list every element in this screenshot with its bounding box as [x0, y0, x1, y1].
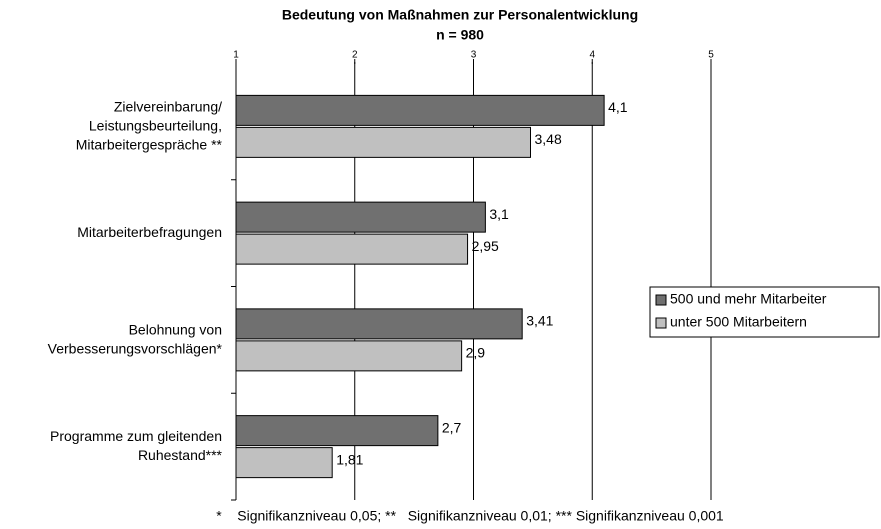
data-label: 3,1 [489, 206, 509, 222]
legend-swatch [655, 294, 667, 306]
chart-subtitle: n = 980 [436, 27, 484, 43]
legend-box [649, 286, 880, 338]
data-label: 3,41 [526, 313, 553, 329]
y-tick-label: Zielvereinbarung/Leistungsbeurteilung, Mi… [76, 98, 223, 152]
x-tick-label: 2 [352, 50, 358, 61]
x-tick-label: 5 [708, 50, 714, 61]
bar [235, 308, 523, 340]
legend-label: unter 500 Mitarbeitern [670, 314, 807, 330]
data-label: 3,48 [535, 131, 562, 147]
bar [235, 233, 469, 265]
bar [235, 201, 486, 233]
data-label: 2,9 [466, 345, 486, 361]
y-tick-label: Belohnung von Verbesserungsvorschlägen* [48, 321, 223, 356]
bar [235, 94, 605, 126]
x-tick-label: 1 [233, 50, 239, 61]
y-tick-label: Mitarbeiterbefragungen [77, 224, 222, 240]
bar [235, 126, 531, 158]
y-tick-label: Programme zum gleitenden Ruhestand*** [50, 428, 223, 463]
data-label: 2,7 [442, 419, 462, 435]
x-tick-label: 3 [471, 50, 477, 61]
chart-title: Bedeutung von Maßnahmen zur Personalentw… [282, 7, 638, 23]
legend-label: 500 und mehr Mitarbeiter [670, 291, 827, 307]
legend-swatch [655, 317, 667, 329]
footnote: * Signifikanzniveau 0,05; ** Signifikanz… [216, 508, 724, 524]
bar [235, 340, 463, 372]
bar [235, 447, 333, 479]
bar [235, 415, 439, 447]
data-label: 4,1 [608, 99, 628, 115]
data-label: 2,95 [472, 238, 499, 254]
x-tick-label: 4 [589, 50, 595, 61]
data-label: 1,81 [336, 451, 363, 467]
